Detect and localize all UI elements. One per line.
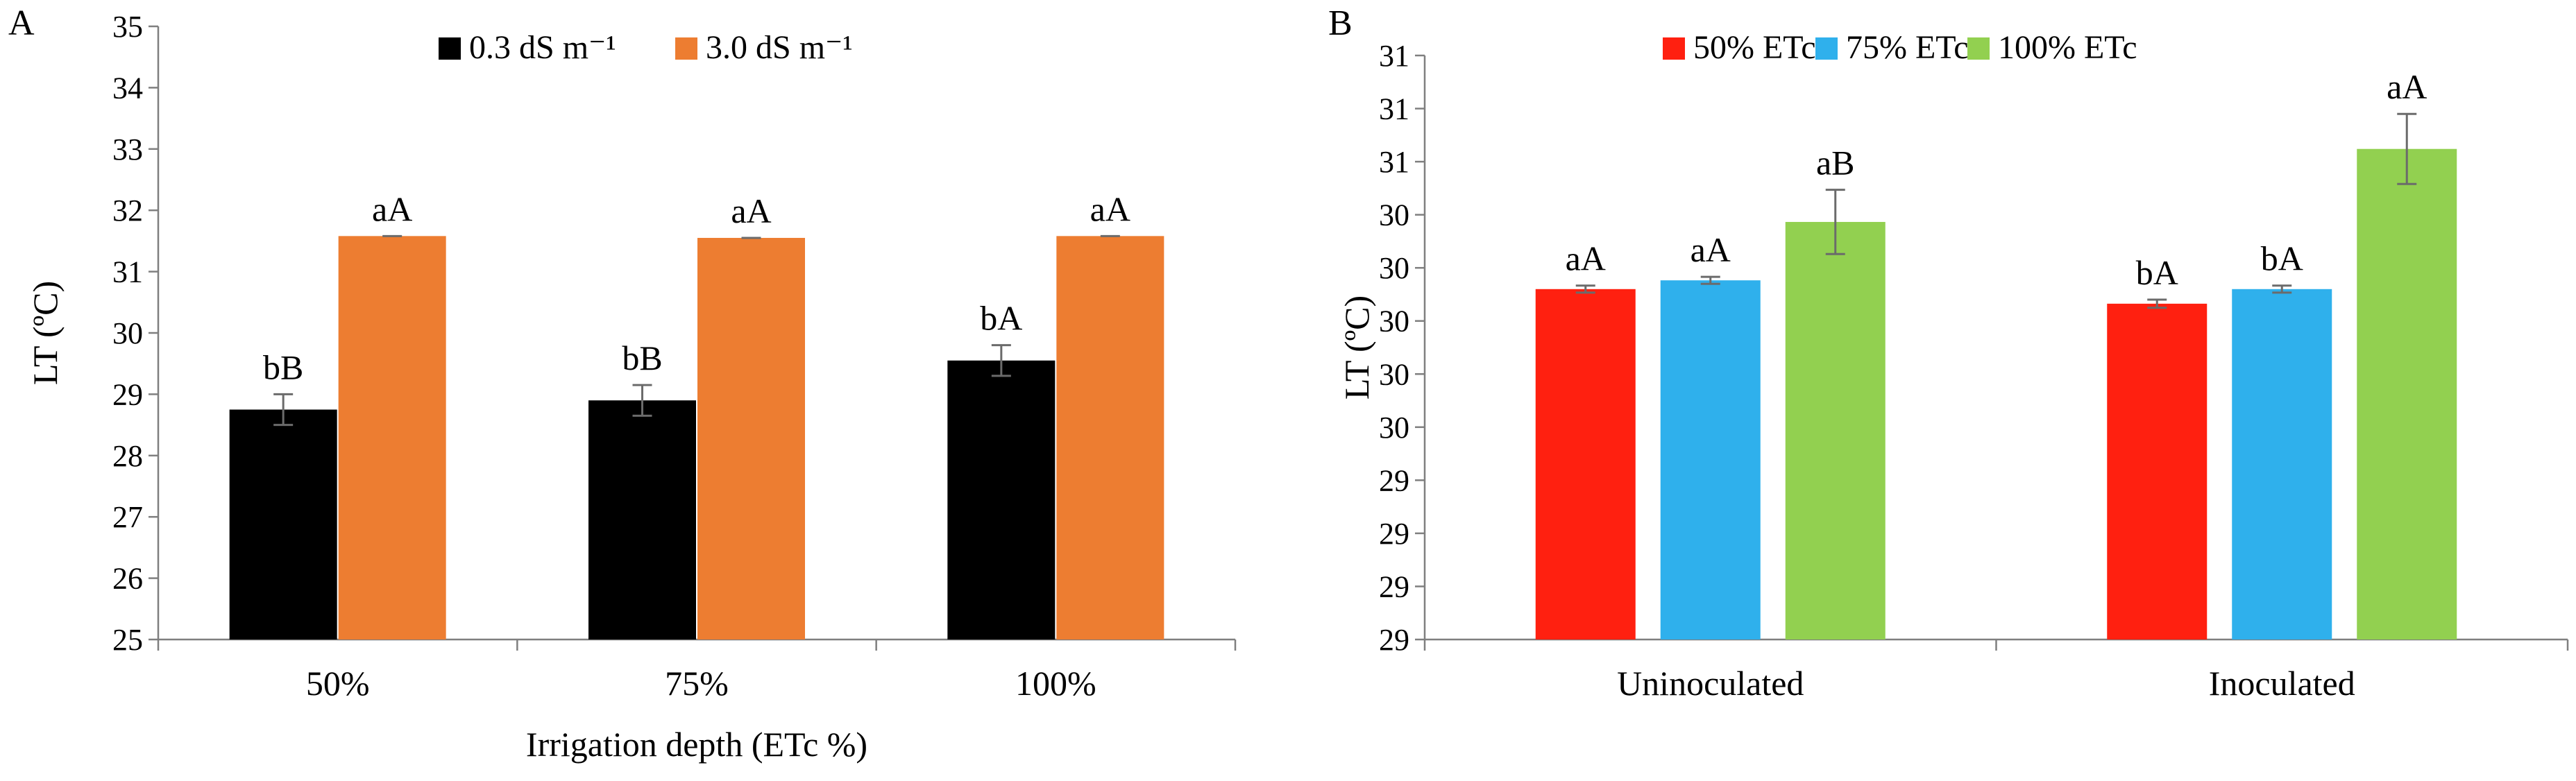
panel-a: A 25 26 27 28 29 30 31 32 33 34 35 LT (ºC) 50% bB aA 75%… xyxy=(8,3,1237,764)
legend-label: 50% ETc xyxy=(1693,29,1816,66)
data-label: aA xyxy=(731,191,771,230)
y-tick-label: 33 xyxy=(112,132,143,166)
y-tick-label: 25 xyxy=(112,623,143,657)
y-tick-label: 35 xyxy=(112,10,143,44)
bar xyxy=(338,236,446,640)
y-tick-label: 28 xyxy=(112,439,143,473)
y-tick-label: 31 xyxy=(1379,39,1409,73)
legend-swatch xyxy=(1967,37,1990,60)
legend-label: 0.3 dS m⁻¹ xyxy=(469,29,616,66)
y-tick-label: 31 xyxy=(1379,145,1409,179)
y-tick-label: 27 xyxy=(112,500,143,534)
y-tick-label: 29 xyxy=(1379,517,1409,551)
y-axis-title: LT (ºC) xyxy=(1337,295,1376,400)
data-label: aA xyxy=(1566,239,1606,278)
y-tick-label: 29 xyxy=(1379,569,1409,603)
y-tick-label: 30 xyxy=(1379,304,1409,338)
data-label: bA xyxy=(2136,253,2178,292)
y-tick-label: 32 xyxy=(112,194,143,228)
x-axis-title: Irrigation depth (ETc %) xyxy=(526,725,867,764)
data-label: aA xyxy=(2387,67,2427,106)
bar xyxy=(947,360,1056,640)
data-label: aA xyxy=(372,189,412,228)
legend-label: 75% ETc xyxy=(1846,29,1969,66)
bar xyxy=(2107,303,2208,640)
panel-b: B 29 29 29 29 30 30 30 30 30 31 31 31 LT (ºC) Uninocul… xyxy=(1328,3,2569,703)
y-tick-label: 31 xyxy=(112,255,143,289)
x-category-label: 100% xyxy=(1015,664,1096,703)
bar xyxy=(1660,280,1761,640)
y-tick-label: 30 xyxy=(1379,357,1409,391)
bar xyxy=(229,409,337,640)
data-label: aB xyxy=(1816,144,1855,182)
legend-label: 100% ETc xyxy=(1998,29,2137,66)
bar xyxy=(697,237,805,640)
legend-swatch xyxy=(439,37,461,60)
y-tick-label: 29 xyxy=(112,377,143,411)
legend-swatch xyxy=(1815,37,1838,60)
x-category-label: Inoculated xyxy=(2209,664,2355,703)
panel-label: A xyxy=(8,3,35,43)
y-tick-label: 34 xyxy=(112,71,143,105)
bar xyxy=(1535,289,1636,640)
y-tick-label: 30 xyxy=(1379,251,1409,285)
y-axis-title: LT (ºC) xyxy=(26,281,65,385)
y-tick-label: 26 xyxy=(112,562,143,596)
legend-label: 3.0 dS m⁻¹ xyxy=(706,29,853,66)
data-label: bB xyxy=(622,338,662,377)
x-category-label: 50% xyxy=(306,664,370,703)
data-label: bB xyxy=(263,347,303,386)
y-tick-label: 29 xyxy=(1379,623,1409,657)
data-label: aA xyxy=(1090,189,1130,228)
bar xyxy=(2357,148,2457,640)
data-label: aA xyxy=(1690,230,1731,269)
legend-swatch xyxy=(675,37,697,60)
legend-swatch xyxy=(1663,37,1685,60)
y-tick-label: 30 xyxy=(112,316,143,350)
y-tick-label: 31 xyxy=(1379,92,1409,126)
bar xyxy=(2232,289,2332,640)
x-category-label: Uninoculated xyxy=(1617,664,1804,703)
bar xyxy=(1785,221,1886,640)
data-label: bA xyxy=(980,299,1022,338)
bar xyxy=(588,400,696,640)
bar xyxy=(1056,236,1164,640)
data-label: bA xyxy=(2261,239,2303,278)
y-tick-label: 30 xyxy=(1379,411,1409,445)
y-tick-label: 29 xyxy=(1379,463,1409,497)
x-category-label: 75% xyxy=(665,664,729,703)
y-tick-label: 30 xyxy=(1379,198,1409,232)
panel-label: B xyxy=(1328,3,1353,43)
